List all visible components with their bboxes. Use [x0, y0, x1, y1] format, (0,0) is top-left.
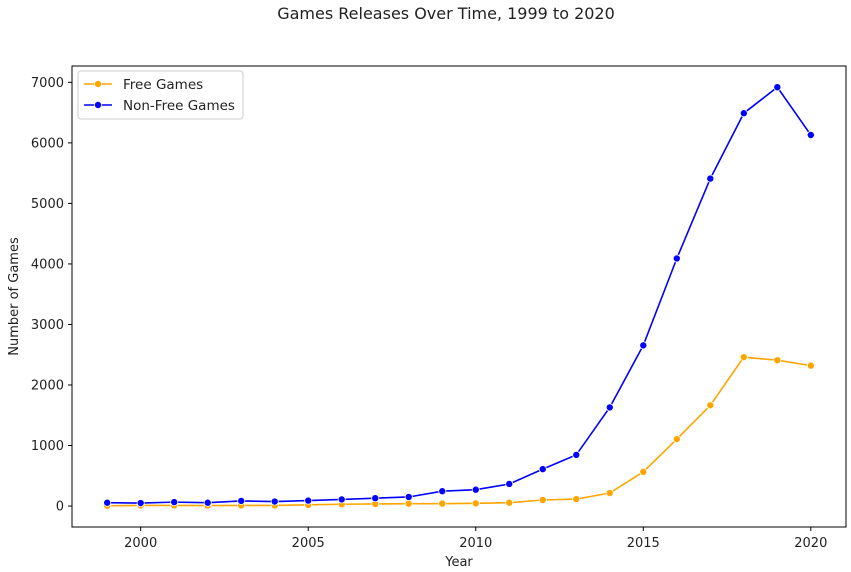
data-point-free-games: [505, 498, 514, 507]
data-point-free-games: [672, 435, 681, 444]
y-tick-label: 1000: [31, 439, 64, 454]
data-point-non-free-games: [203, 498, 212, 507]
data-point-free-games: [572, 495, 581, 504]
data-point-non-free-games: [739, 109, 748, 118]
x-tick-label: 2020: [794, 536, 827, 551]
x-axis-title: Year: [444, 555, 473, 570]
data-point-non-free-games: [371, 494, 380, 503]
y-tick-label: 5000: [31, 197, 64, 212]
series-line-free-games: [107, 356, 811, 507]
data-point-non-free-games: [572, 450, 581, 459]
data-point-non-free-games: [505, 479, 514, 488]
legend-marker-free-games: [94, 80, 103, 89]
plot-frame: [71, 65, 847, 528]
data-point-non-free-games: [136, 499, 145, 508]
data-point-non-free-games: [538, 465, 547, 474]
data-point-free-games: [706, 401, 715, 410]
data-point-free-games: [773, 356, 782, 365]
y-tick-label: 2000: [31, 378, 64, 393]
data-point-non-free-games: [103, 498, 112, 507]
data-point-non-free-games: [639, 341, 648, 350]
legend-marker-non-free-games: [94, 101, 103, 110]
y-tick-label: 7000: [31, 76, 64, 91]
data-point-free-games: [639, 467, 648, 476]
data-point-free-games: [605, 489, 614, 498]
y-tick-label: 0: [56, 500, 64, 515]
legend-label-non-free-games: Non-Free Games: [123, 98, 235, 114]
data-point-non-free-games: [672, 254, 681, 263]
x-tick-label: 2005: [292, 536, 325, 551]
data-point-non-free-games: [337, 495, 346, 504]
data-point-non-free-games: [270, 497, 279, 506]
data-point-non-free-games: [170, 498, 179, 507]
chart-title: Games Releases Over Time, 1999 to 2020: [277, 4, 615, 23]
data-point-free-games: [538, 496, 547, 505]
y-axis-title: Number of Games: [7, 237, 22, 356]
x-tick-label: 2000: [124, 536, 157, 551]
data-point-free-games: [739, 353, 748, 362]
legend: Free Games Non-Free Games: [77, 70, 244, 120]
data-point-free-games: [438, 499, 447, 508]
x-tick-label: 2015: [627, 536, 660, 551]
legend-box: [77, 70, 244, 120]
y-tick-label: 3000: [31, 318, 64, 333]
y-tick-label: 4000: [31, 257, 64, 272]
data-point-non-free-games: [404, 492, 413, 501]
data-point-non-free-games: [304, 496, 313, 505]
data-point-free-games: [404, 499, 413, 508]
data-point-non-free-games: [806, 131, 815, 140]
data-point-non-free-games: [438, 487, 447, 496]
data-point-non-free-games: [706, 174, 715, 183]
data-point-non-free-games: [471, 485, 480, 494]
y-tick-label: 6000: [31, 136, 64, 151]
data-point-free-games: [471, 499, 480, 508]
data-point-non-free-games: [773, 83, 782, 92]
plot-area: 2000 2005 2010 2015 2020 0 1000 2000 3000 4000 500…: [31, 65, 847, 551]
data-point-non-free-games: [237, 496, 246, 505]
data-point-free-games: [806, 361, 815, 370]
data-point-non-free-games: [605, 403, 614, 412]
legend-label-free-games: Free Games: [123, 77, 203, 93]
series-line-non-free-games: [107, 86, 812, 504]
x-tick-label: 2010: [459, 536, 492, 551]
